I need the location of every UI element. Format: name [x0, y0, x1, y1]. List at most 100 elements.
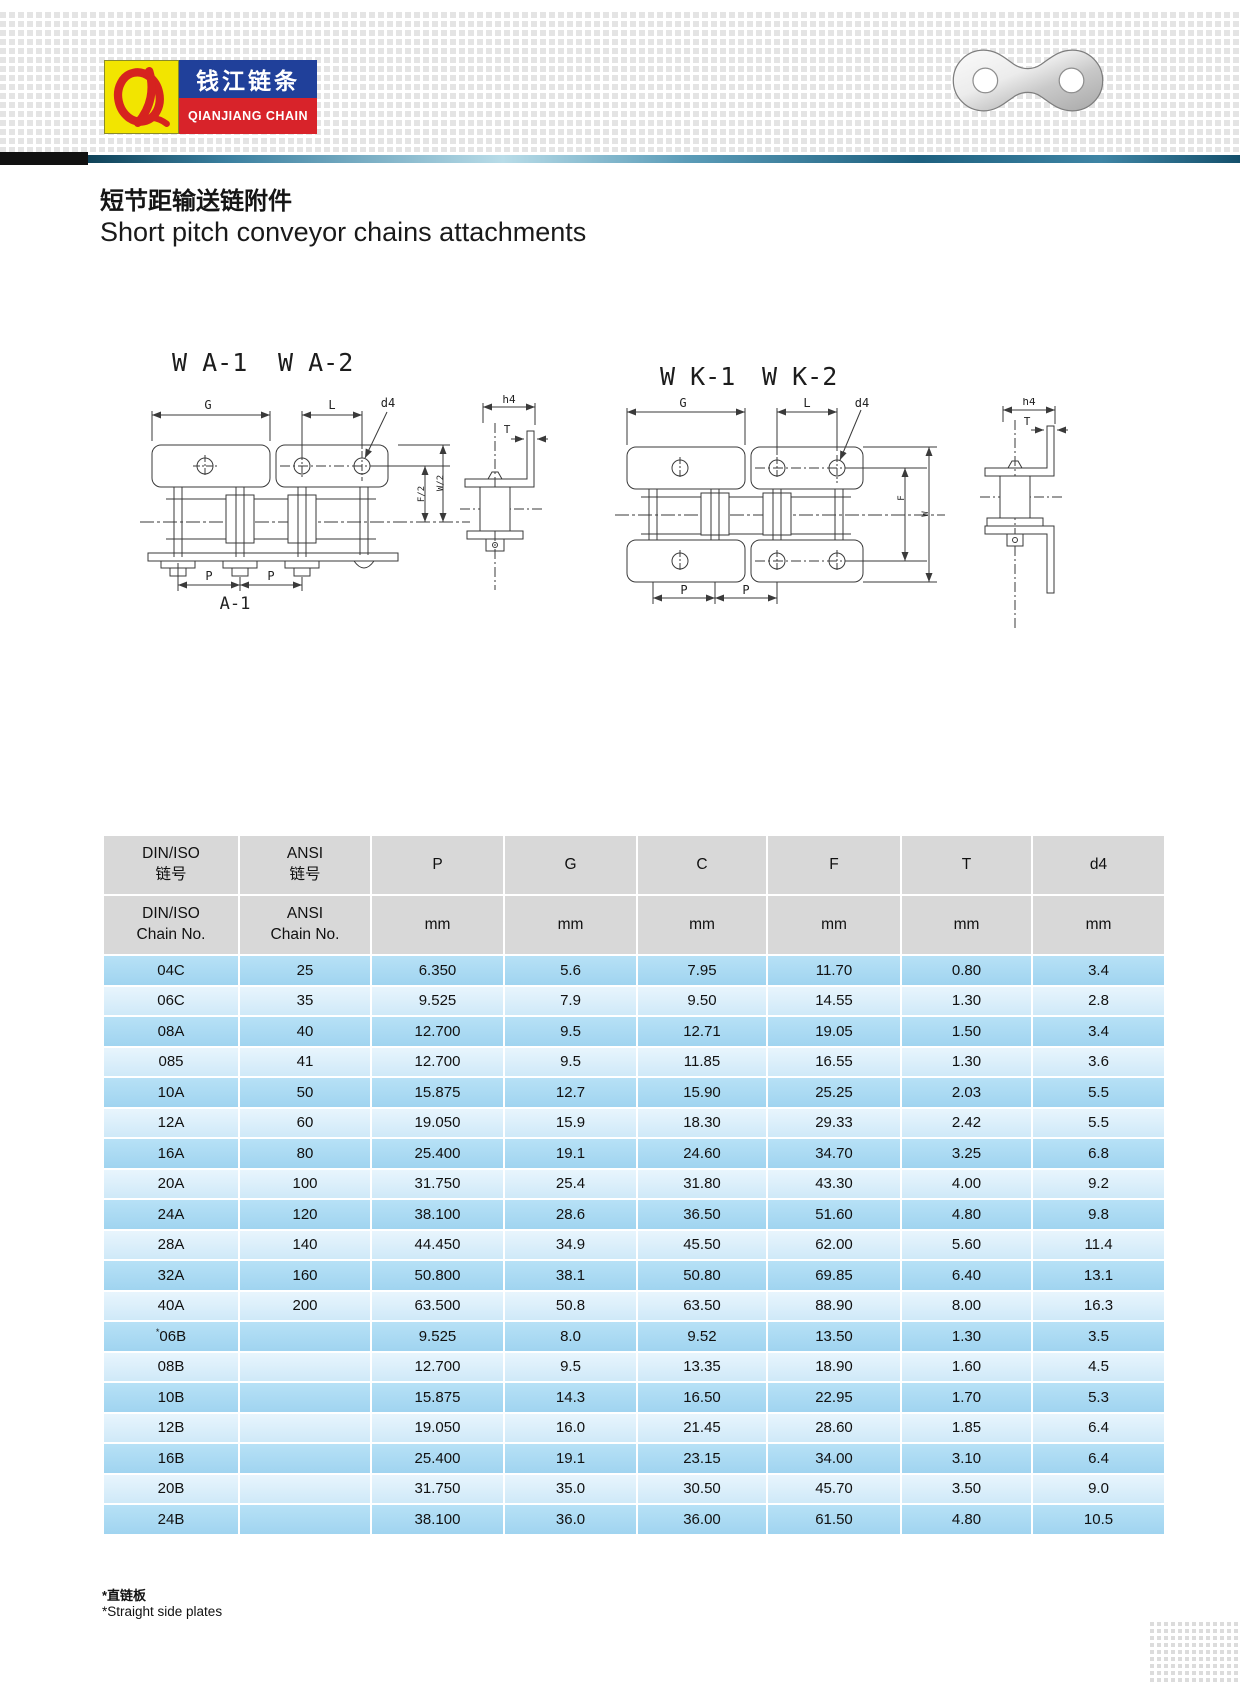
table-cell: 19.050: [372, 1108, 503, 1137]
table-cell: 35: [240, 986, 370, 1015]
table-cell: 16.50: [638, 1383, 766, 1412]
table-cell: 25.25: [768, 1078, 900, 1107]
table-row: 10B 15.875 14.3 16.50 22.95 1.70 5.3: [104, 1383, 1164, 1412]
table-cell: 36.0: [505, 1505, 636, 1534]
dim-label-h4: h4: [1022, 398, 1036, 408]
table-cell: 9.525: [372, 1322, 503, 1351]
header-row-1: DIN/ISO 链号 ANSI 链号 P G C F T d4: [104, 836, 1164, 894]
table-cell: 14.3: [505, 1383, 636, 1412]
col-subheader-din-iso: DIN/ISO Chain No.: [104, 896, 238, 954]
dim-label-g: G: [204, 398, 211, 412]
table-cell: 24B: [104, 1505, 238, 1534]
col-header-d4: d4: [1033, 836, 1164, 894]
col-subheader-ansi-line2: Chain No.: [270, 926, 340, 943]
table-cell: 12.7: [505, 1078, 636, 1107]
table-row: 24B 38.100 36.0 36.00 61.50 4.80 10.5: [104, 1505, 1164, 1534]
table-cell: 12A: [104, 1108, 238, 1137]
table-row: 12A 60 19.050 15.9 18.30 29.33 2.42 5.5: [104, 1108, 1164, 1137]
table-cell: 20B: [104, 1474, 238, 1503]
drawing-a-attachment-side: G L d4 P P F/2 W/2 A-1: [140, 396, 470, 614]
table-cell: 2.8: [1033, 986, 1164, 1015]
col-header-ansi-line1: ANSI: [286, 845, 324, 863]
col-subheader-ansi-line1: ANSI: [286, 905, 324, 923]
table-row: 28A 140 44.450 34.9 45.50 62.00 5.60 11.4: [104, 1230, 1164, 1259]
table-cell: 6.4: [1033, 1444, 1164, 1473]
table-cell: 36.50: [638, 1200, 766, 1229]
table-cell: 15.875: [372, 1383, 503, 1412]
table-cell: 1.30: [902, 986, 1031, 1015]
dim-label-g: G: [679, 398, 686, 410]
dim-label-f2: F/2: [417, 486, 427, 502]
table-cell: 69.85: [768, 1261, 900, 1290]
table-cell: 45.70: [768, 1474, 900, 1503]
table-cell: 25: [240, 956, 370, 985]
table-cell: 19.1: [505, 1444, 636, 1473]
table-row: 16A 80 25.400 19.1 24.60 34.70 3.25 6.8: [104, 1139, 1164, 1168]
table-cell: 63.500: [372, 1291, 503, 1320]
col-header-g: G: [505, 836, 636, 894]
table-cell: 24.60: [638, 1139, 766, 1168]
dim-label-w: W: [921, 511, 931, 517]
header-row-2: DIN/ISO Chain No. ANSI Chain No. mm mm m…: [104, 896, 1164, 954]
table-cell: 28.6: [505, 1200, 636, 1229]
table-cell: 12.71: [638, 1017, 766, 1046]
table-cell: 6.8: [1033, 1139, 1164, 1168]
corner-pattern: [1150, 1622, 1240, 1683]
table-cell: 12.700: [372, 1047, 503, 1076]
table-cell: 31.750: [372, 1169, 503, 1198]
table-cell: [240, 1352, 370, 1381]
table-row: 04C 25 6.350 5.6 7.95 11.70 0.80 3.4: [104, 956, 1164, 985]
table-cell: 51.60: [768, 1200, 900, 1229]
spec-table-body: 04C 25 6.350 5.6 7.95 11.70 0.80 3.4 06C 35 9.525 7…: [104, 956, 1164, 1534]
table-cell: 1.70: [902, 1383, 1031, 1412]
dim-label-d4: d4: [381, 396, 395, 410]
table-cell: 31.80: [638, 1169, 766, 1198]
table-cell: 11.85: [638, 1047, 766, 1076]
dim-label-p2: P: [742, 583, 749, 597]
table-cell: 36.00: [638, 1505, 766, 1534]
table-cell: 19.050: [372, 1413, 503, 1442]
table-cell: 61.50: [768, 1505, 900, 1534]
col-subheader-din-iso-line2: Chain No.: [136, 926, 206, 943]
logo-name-en: QIANJIANG CHAIN: [179, 98, 317, 134]
table-cell: 80: [240, 1139, 370, 1168]
dim-label-l: L: [803, 398, 810, 410]
table-cell: 28A: [104, 1230, 238, 1259]
table-row: 40A 200 63.500 50.8 63.50 88.90 8.00 16.3: [104, 1291, 1164, 1320]
table-cell: 140: [240, 1230, 370, 1259]
table-cell: 5.60: [902, 1230, 1031, 1259]
table-cell: 5.5: [1033, 1108, 1164, 1137]
table-cell: 45.50: [638, 1230, 766, 1259]
table-cell: 40: [240, 1017, 370, 1046]
table-cell: 30.50: [638, 1474, 766, 1503]
table-cell: 10B: [104, 1383, 238, 1412]
dim-label-f: F: [897, 495, 907, 500]
drawing-label-wa1: W A-1: [172, 348, 248, 377]
table-cell: 3.25: [902, 1139, 1031, 1168]
table-cell: 50.8: [505, 1291, 636, 1320]
table-cell: *06B: [104, 1322, 238, 1351]
table-cell: 1.50: [902, 1017, 1031, 1046]
page-title-en: Short pitch conveyor chains attachments: [100, 217, 587, 247]
dim-label-l: L: [328, 398, 335, 412]
table-cell: 15.90: [638, 1078, 766, 1107]
table-cell: 2.03: [902, 1078, 1031, 1107]
table-row: 08B 12.700 9.5 13.35 18.90 1.60 4.5: [104, 1352, 1164, 1381]
table-cell: 88.90: [768, 1291, 900, 1320]
unit-header: mm: [505, 896, 636, 954]
company-logo: 钱江链条 QIANJIANG CHAIN: [104, 60, 317, 134]
table-row: 20A 100 31.750 25.4 31.80 43.30 4.00 9.2: [104, 1169, 1164, 1198]
drawing-caption-a1: A-1: [220, 594, 251, 614]
logo-name-cn: 钱江链条: [179, 60, 317, 98]
divider-accent-bar: [88, 155, 1240, 163]
table-cell: 34.70: [768, 1139, 900, 1168]
drawing-k-attachment-end: h4 T: [980, 398, 1068, 628]
table-row: 08A 40 12.700 9.5 12.71 19.05 1.50 3.4: [104, 1017, 1164, 1046]
table-cell: 43.30: [768, 1169, 900, 1198]
col-header-ansi-line2: 链号: [289, 866, 321, 883]
dim-label-t: T: [1024, 415, 1031, 428]
table-cell: 12.700: [372, 1017, 503, 1046]
table-cell: [240, 1322, 370, 1351]
table-cell: 4.80: [902, 1505, 1031, 1534]
